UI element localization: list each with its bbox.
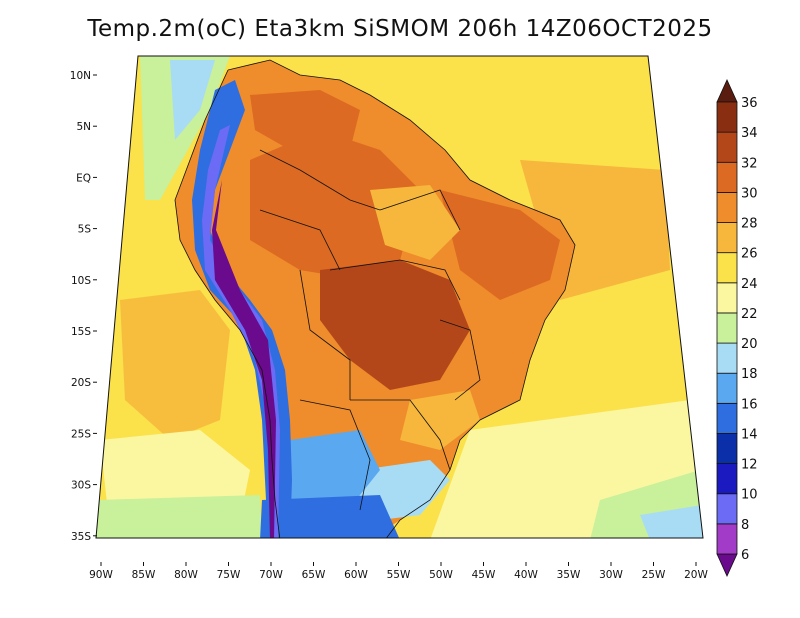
colorbar-swatch [716,342,738,374]
colorbar-swatch [716,523,738,555]
lon-tick-label: 70W [259,569,283,581]
atlantic-far-south-cold [640,505,703,538]
colorbar-swatch [716,493,738,525]
lat-tick-label: 15S [71,326,91,338]
lat-tick-label: 5S [78,224,92,236]
colorbar-swatch [716,101,738,133]
lon-tick-label: 65W [302,569,326,581]
colorbar-level-label: 6 [741,548,749,563]
lon-tick-label: 55W [387,569,411,581]
colorbar-swatch [716,191,738,223]
pacific-nw-cooler [170,60,215,140]
map-title: Temp.2m(oC) Eta3km SiSMOM 206h 14Z06OCT2… [87,16,713,42]
lon-tick-label: 20W [684,569,708,581]
northeast-hot [440,190,560,300]
colorbar-swatch [716,222,738,254]
map-frame [95,55,704,539]
lon-tick-label: 90W [89,569,113,581]
lat-tick-label: 10N [70,70,91,82]
colorbar-swatch [716,402,738,434]
lon-tick-label: 45W [472,569,496,581]
colorbar: 6 8 10 12 14 16 18 20 22 24 26 28 30 32 34 36 [716,79,758,577]
lon-tick-label: 35W [557,569,581,581]
lon-tick-label: 50W [429,569,453,581]
lon-tick-label: 85W [132,569,156,581]
lon-tick-label: 25W [642,569,666,581]
lat-tick-label: 35S [71,531,91,543]
lat-tick-label: EQ [76,172,91,184]
lat-tick-label: 5N [76,121,91,133]
lon-tick-label: 40W [514,569,538,581]
cooler-plateau [370,185,460,260]
temperature-field [96,56,703,538]
country-borders [174,59,576,538]
colorbar-level-label: 12 [741,458,758,473]
central-brazil-hot [320,260,470,390]
lon-tick-label: 60W [344,569,368,581]
southeast-mild [400,390,480,450]
north-hot [250,90,360,150]
lat-tick-label: 20S [71,377,91,389]
patagonia-south [260,495,400,538]
colorbar-swatch [716,161,738,193]
colorbar-level-label: 14 [741,427,758,442]
lon-tick-label: 75W [217,569,241,581]
colorbar-level-label: 36 [741,96,758,111]
lat-tick-label: 10S [71,275,91,287]
colorbar-level-label: 26 [741,247,758,262]
colorbar-top-arrow [716,79,738,103]
andes-coldest [212,180,276,538]
colorbar-level-label: 22 [741,307,758,322]
colorbar-level-label: 24 [741,277,758,292]
colorbar-swatch [716,131,738,163]
lat-tick-label: 25S [71,428,91,440]
colorbar-swatch [716,312,738,344]
colorbar-level-label: 8 [741,518,749,533]
longitude-axis: 90W 85W 80W 75W 70W 65W 60W 55W 50W 45W 40W 35W 30W 2… [89,562,708,581]
lon-tick-label: 30W [599,569,623,581]
colorbar-level-label: 16 [741,397,758,412]
colorbar-level-label: 18 [741,367,758,382]
colorbar-level-label: 34 [741,126,758,141]
pacific-warm-patch [120,290,230,440]
amazon-hot-region [250,130,420,280]
lon-tick-label: 80W [174,569,198,581]
lat-tick-label: 30S [71,480,91,492]
colorbar-level-label: 28 [741,217,758,232]
colorbar-level-label: 32 [741,156,758,171]
colorbar-level-label: 10 [741,488,758,503]
colorbar-bottom-arrow [716,553,738,577]
colorbar-swatch [716,282,738,314]
latitude-axis: 10N 5N EQ 5S 10S 15S 20S 25S 30S 35S [70,70,97,543]
colorbar-swatch [716,433,738,465]
colorbar-level-label: 30 [741,186,758,201]
colorbar-swatch [716,372,738,404]
colorbar-swatch [716,252,738,284]
colorbar-swatch [716,463,738,495]
colorbar-level-label: 20 [741,337,758,352]
pacific-far-south [96,495,262,538]
